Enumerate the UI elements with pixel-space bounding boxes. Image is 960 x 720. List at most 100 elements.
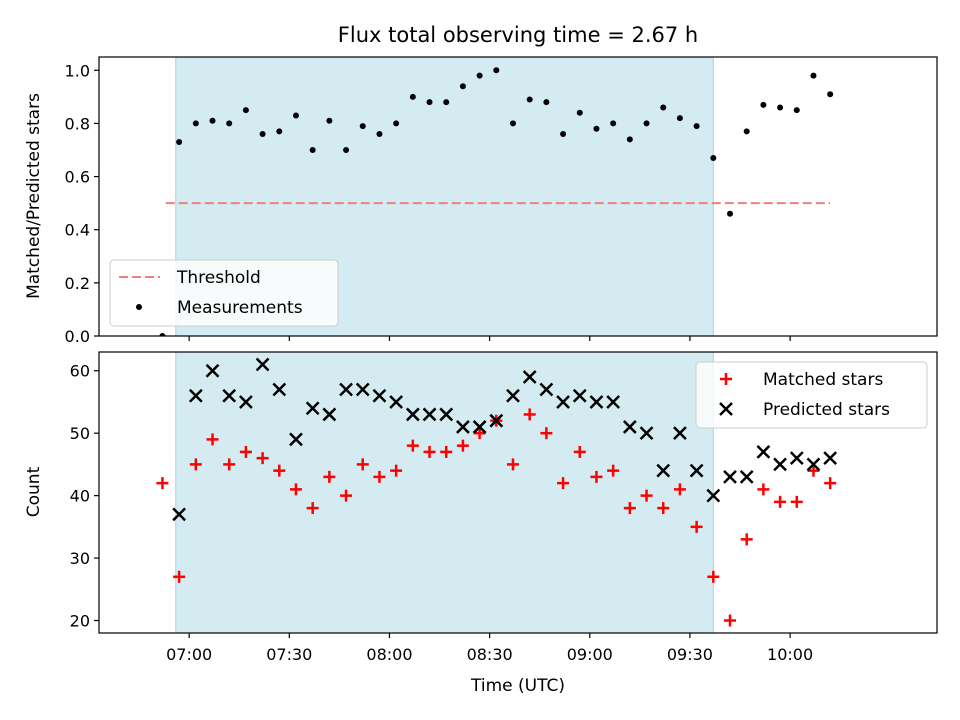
x-tick-label: 09:00 — [567, 645, 613, 664]
y-tick-label: 0.0 — [65, 327, 90, 346]
bottom-y-axis-label: Count — [24, 466, 44, 517]
matched-point — [557, 477, 570, 490]
matched-point — [390, 464, 403, 477]
plot-area — [156, 357, 838, 627]
legend-measurement-label: Measurements — [177, 298, 303, 318]
matched-point — [506, 458, 519, 471]
predicted-point — [689, 463, 704, 478]
matched-point — [740, 533, 753, 546]
measurement-point — [493, 67, 500, 74]
measurement-point — [176, 139, 183, 146]
plot-area — [159, 67, 834, 336]
measurement-point — [526, 96, 533, 103]
legend-box — [109, 259, 339, 327]
x-tick-label: 08:30 — [467, 645, 513, 664]
measurement-point — [777, 104, 784, 111]
measurement-point — [309, 147, 316, 153]
matched-point — [289, 483, 302, 496]
measurement-point — [827, 91, 834, 98]
predicted-point — [706, 488, 721, 503]
matched-point — [406, 439, 419, 452]
predicted-point — [673, 426, 687, 441]
matched-point — [189, 458, 202, 471]
matched-point — [690, 520, 703, 533]
matched-point — [623, 502, 636, 515]
matched-point — [590, 470, 603, 483]
matched-point — [607, 464, 620, 477]
measurement-point — [259, 131, 266, 138]
matched-point — [173, 570, 186, 583]
matched-point — [790, 495, 803, 508]
measurement-point — [660, 104, 667, 111]
measurement-point — [443, 99, 450, 106]
matched-point — [573, 445, 586, 458]
y-tick-label: 1.0 — [65, 61, 90, 80]
measurement-point — [610, 120, 617, 127]
predicted-point — [472, 420, 487, 434]
measurement-point — [242, 107, 249, 114]
measurement-point — [276, 128, 283, 135]
predicted-point — [289, 432, 303, 447]
x-axis-label: Time (UTC) — [470, 676, 565, 696]
matched-point — [707, 570, 720, 583]
measurement-point — [626, 136, 633, 143]
measurement-point — [409, 93, 416, 100]
predicted-point — [339, 382, 353, 397]
y-tick-label: 50 — [70, 424, 90, 443]
measurement-point — [192, 120, 199, 127]
measurement-point — [376, 131, 383, 138]
matched-point — [206, 433, 219, 446]
bottom-panel: 20 30 40 50 60 07:00 07:30 08:00 08:30 09:00 09:30… — [70, 351, 938, 664]
matched-point — [473, 427, 486, 440]
measurement-point — [576, 109, 583, 116]
legend-predicted-swatch — [719, 402, 733, 416]
matched-point — [807, 464, 820, 477]
measurement-point — [476, 72, 483, 79]
predicted-point — [405, 407, 420, 422]
axes-frame — [98, 351, 938, 634]
x-tick-label: 08:00 — [366, 645, 412, 664]
legend-threshold-label: Threshold — [176, 268, 261, 288]
measurement-point — [509, 120, 516, 127]
matched-point — [774, 495, 787, 508]
predicted-point — [355, 382, 370, 397]
matched-point — [273, 464, 286, 477]
predicted-point — [422, 407, 437, 422]
axes-frame — [98, 56, 938, 337]
predicted-point — [556, 395, 570, 409]
x-tick-label: 07:00 — [166, 645, 212, 664]
predicted-point — [272, 382, 287, 397]
predicted-point — [572, 388, 587, 403]
predicted-point — [188, 388, 203, 403]
predicted-point — [773, 457, 787, 472]
matched-point — [440, 445, 453, 458]
measurement-point — [459, 83, 466, 90]
predicted-point — [372, 388, 387, 403]
measurement-point — [560, 131, 567, 138]
matched-point — [340, 489, 353, 502]
legend-matched-label: Matched stars — [763, 370, 883, 390]
predicted-point — [589, 395, 604, 409]
measurement-point — [593, 125, 600, 132]
matched-point — [724, 614, 737, 627]
predicted-point — [539, 382, 554, 397]
matched-point — [156, 477, 169, 490]
legend: Threshold Measurements — [109, 259, 339, 327]
matched-point — [323, 470, 336, 483]
predicted-point — [439, 407, 454, 422]
measurement-point — [727, 210, 734, 217]
matched-point — [306, 502, 319, 515]
predicted-point — [239, 395, 253, 409]
predicted-point — [305, 401, 320, 416]
predicted-point — [806, 457, 821, 472]
matched-point — [824, 477, 837, 490]
measurement-point — [676, 115, 683, 122]
predicted-point — [723, 470, 737, 484]
y-tick-label: 30 — [70, 549, 90, 568]
matched-point — [456, 439, 469, 452]
measurement-point — [292, 112, 299, 119]
y-tick-label: 60 — [70, 362, 90, 381]
matched-point — [540, 427, 553, 440]
measurement-point — [693, 123, 700, 130]
